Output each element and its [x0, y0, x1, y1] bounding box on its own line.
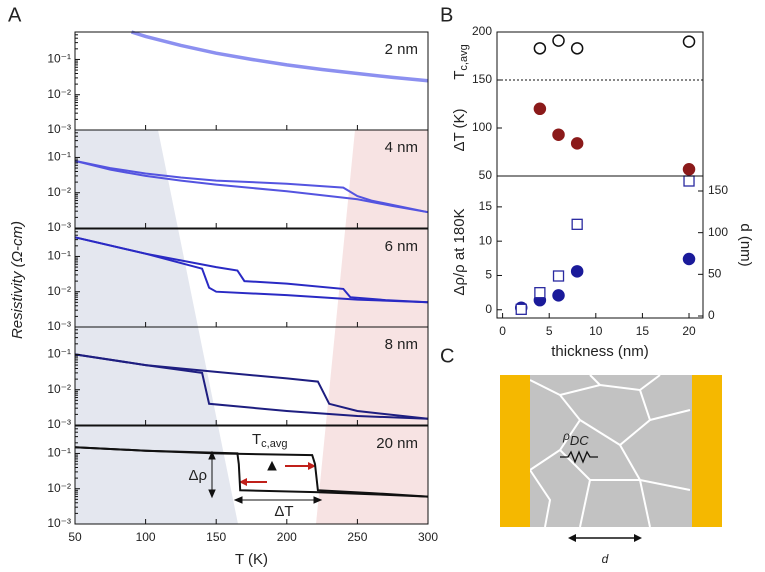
plot-frame	[74, 129, 429, 229]
panel-label: B	[440, 4, 453, 26]
marker	[570, 265, 584, 278]
y-tick-label: 10⁻²	[47, 382, 71, 396]
panel-title: 2 nm	[385, 41, 418, 58]
x-tick-label: 10	[589, 324, 603, 338]
annotations	[208, 450, 323, 504]
drho-annotation: Δρ	[188, 467, 207, 484]
y2-axis-label: d (nm)	[737, 223, 754, 266]
dt-annotation: ΔT	[274, 503, 293, 520]
label-part: c,avg	[458, 44, 470, 70]
data-line	[74, 446, 429, 498]
plot-frame	[74, 425, 429, 525]
x-tick-label: 15	[636, 324, 650, 338]
y-tick-label: 5	[485, 268, 492, 282]
x-tick-label: 100	[136, 530, 156, 544]
y-tick-label: 10⁻³	[47, 220, 71, 234]
x-tick-label: 200	[277, 530, 297, 544]
marker	[533, 42, 547, 55]
rho-label: ρDC	[562, 429, 589, 448]
marker	[552, 128, 565, 141]
y-tick-label: 10⁻¹	[47, 249, 71, 263]
d-label: d	[602, 552, 609, 566]
data-line	[74, 159, 429, 214]
y-tick-label: 0	[485, 302, 492, 316]
x-axis-label: T (K)	[235, 551, 268, 568]
marker	[534, 287, 546, 299]
y-tick-label: 200	[472, 24, 492, 38]
panel-title: 6 nm	[385, 238, 418, 255]
marker	[683, 175, 695, 187]
marker	[571, 218, 583, 230]
grain-diagram	[500, 374, 722, 542]
marker	[682, 35, 696, 48]
data-line	[74, 159, 429, 214]
x-tick-label: 20	[682, 324, 696, 338]
data-line	[74, 236, 429, 304]
x-tick-label: 300	[418, 530, 438, 544]
y-tick-label: 10⁻³	[47, 417, 71, 431]
plot-frame	[74, 31, 429, 131]
y-tick-label: 10⁻¹	[47, 446, 71, 460]
x-tick-label: 5	[546, 324, 553, 338]
marker	[533, 102, 547, 116]
y-axis-label: Δρ/ρ at 180K	[451, 208, 468, 295]
label-part: T	[451, 71, 468, 80]
y-tick-label: 150	[472, 72, 492, 86]
panel-title: 4 nm	[385, 139, 418, 156]
plot-frame	[74, 326, 429, 426]
marker	[515, 303, 527, 315]
panel-label: C	[440, 345, 454, 367]
y2-tick-label: 0	[708, 308, 715, 322]
y2-tick-label: 100	[708, 225, 728, 239]
y-tick-label: 10⁻²	[47, 185, 71, 199]
marker	[682, 163, 696, 176]
data-line	[74, 353, 429, 420]
x-tick-label: 150	[206, 530, 226, 544]
y-axis-label: Tc,avg	[451, 44, 470, 79]
marker	[682, 252, 696, 266]
y-tick-label: 100	[472, 120, 492, 134]
y2-tick-label: 50	[708, 267, 722, 281]
marker	[552, 270, 565, 282]
x-tick-label: 250	[347, 530, 367, 544]
y-tick-label: 10⁻¹	[47, 150, 71, 164]
y-tick-label: 10⁻²	[47, 284, 71, 298]
data-line	[74, 236, 429, 304]
y-tick-label: 10⁻¹	[47, 347, 71, 361]
data-line	[130, 30, 429, 83]
y-tick-label: 50	[479, 168, 493, 182]
y-tick-label: 10	[479, 233, 493, 247]
y-axis-label: ΔT (K)	[451, 108, 468, 151]
plot-frame	[496, 31, 704, 177]
plot-frame	[496, 175, 704, 319]
panel-label: A	[8, 4, 22, 26]
marker	[570, 137, 584, 150]
panel-title: 8 nm	[385, 336, 418, 353]
y-tick-label: 10⁻³	[47, 122, 71, 136]
x-tick-label: 0	[499, 324, 506, 338]
y-tick-label: 10⁻³	[47, 319, 71, 333]
tc-annotation: Tc,avg	[252, 431, 287, 450]
y-tick-label: 15	[479, 199, 493, 213]
x-axis-label: thickness (nm)	[551, 343, 649, 360]
y-tick-label: 10⁻¹	[47, 52, 71, 66]
y-tick-label: 10⁻²	[47, 481, 71, 495]
marker	[570, 42, 584, 55]
y-tick-label: 10⁻³	[47, 516, 71, 530]
y-axis-label: Resistivity (Ω-cm)	[9, 221, 26, 339]
panel-title: 20 nm	[376, 435, 418, 452]
x-tick-label: 50	[68, 530, 82, 544]
y2-tick-label: 150	[708, 183, 728, 197]
marker	[552, 289, 565, 302]
marker	[552, 34, 565, 47]
y-tick-label: 10⁻²	[47, 87, 71, 101]
